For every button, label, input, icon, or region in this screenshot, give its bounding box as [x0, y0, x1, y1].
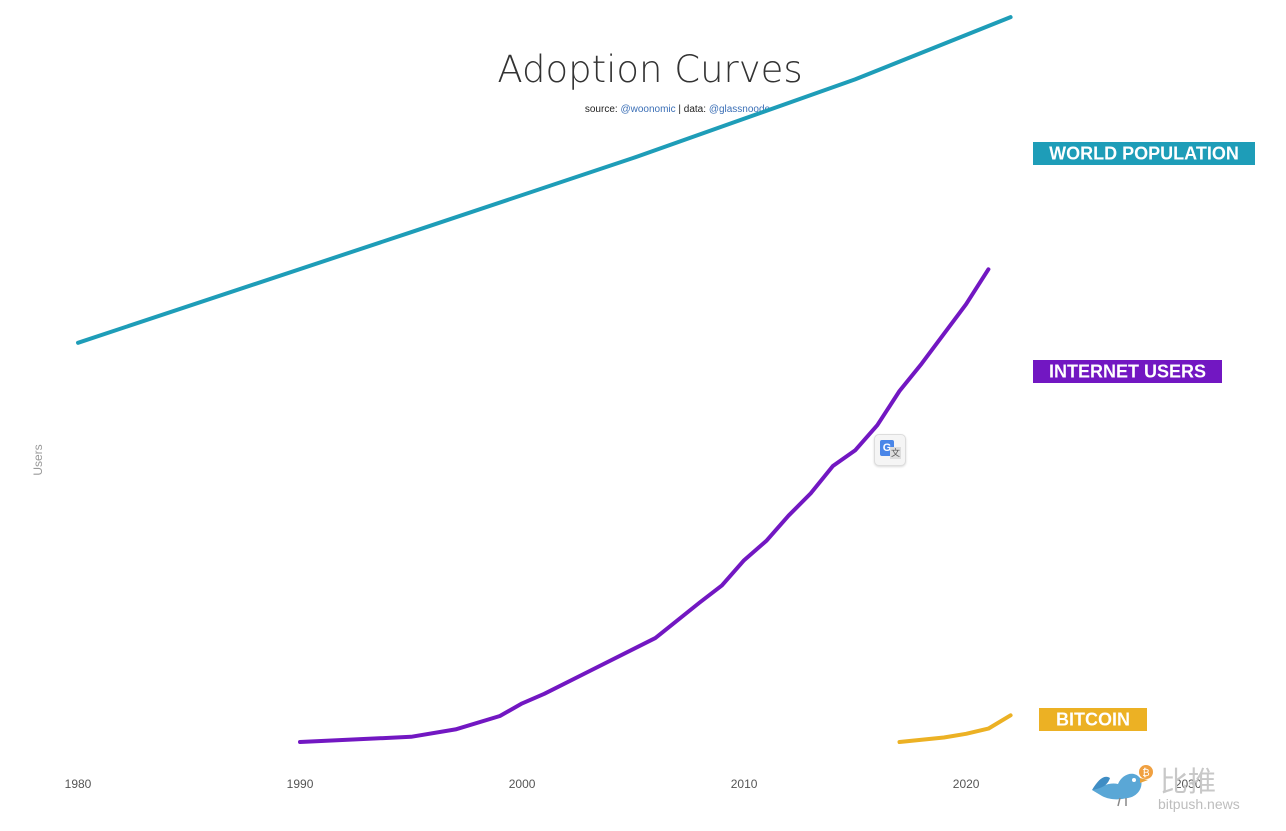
- series-label-internet-users: INTERNET USERS: [1033, 360, 1222, 383]
- series-label-bg: [1033, 142, 1255, 165]
- series-label-text: BITCOIN: [1056, 710, 1130, 730]
- bird-logo-icon: ₿: [1092, 765, 1153, 807]
- x-tick-2030: 2030: [1175, 777, 1202, 791]
- x-tick-1990: 1990: [287, 777, 314, 791]
- watermark: ₿ 比推 bitpush.news: [1088, 760, 1278, 820]
- series-line-world-population: [76, 15, 1013, 345]
- source-link[interactable]: @woonomic: [620, 104, 676, 115]
- chart-title: Adoption Curves: [497, 48, 803, 91]
- series-line-bitcoin: [897, 713, 1013, 744]
- chart-subtitle: source: @woonomic | data: @glassnoode: [0, 104, 1286, 115]
- x-tick-2010: 2010: [731, 777, 758, 791]
- series-label-text: INTERNET USERS: [1049, 362, 1206, 382]
- series-label-world-population: WORLD POPULATION: [1033, 142, 1255, 165]
- y-axis-label: Users: [31, 444, 45, 475]
- translate-button[interactable]: G 文: [874, 434, 906, 466]
- series-lines: [76, 15, 1013, 744]
- data-link[interactable]: @glassnoode: [708, 104, 771, 115]
- x-tick-2020: 2020: [953, 777, 980, 791]
- x-tick-1980: 1980: [65, 777, 92, 791]
- series-label-text: WORLD POPULATION: [1049, 144, 1239, 164]
- series-label-bitcoin: BITCOIN: [1039, 708, 1147, 731]
- translate-glyph-icon: 文: [890, 447, 901, 459]
- watermark-url: bitpush.news: [1158, 796, 1240, 812]
- subtitle-separator: | data:: [675, 104, 709, 115]
- series-label-bg: [1039, 708, 1147, 731]
- x-tick-2000: 2000: [509, 777, 536, 791]
- series-labels: WORLD POPULATION INTERNET USERS BITCOIN: [1033, 142, 1255, 731]
- svg-text:₿: ₿: [1142, 767, 1149, 779]
- x-axis-ticks: 1980 1990 2000 2010 2020 2030: [65, 777, 1202, 791]
- watermark-cn-text: 比推: [1160, 765, 1217, 798]
- series-line-internet-users: [298, 267, 991, 744]
- subtitle-prefix: source:: [584, 104, 621, 115]
- series-label-bg: [1033, 360, 1222, 383]
